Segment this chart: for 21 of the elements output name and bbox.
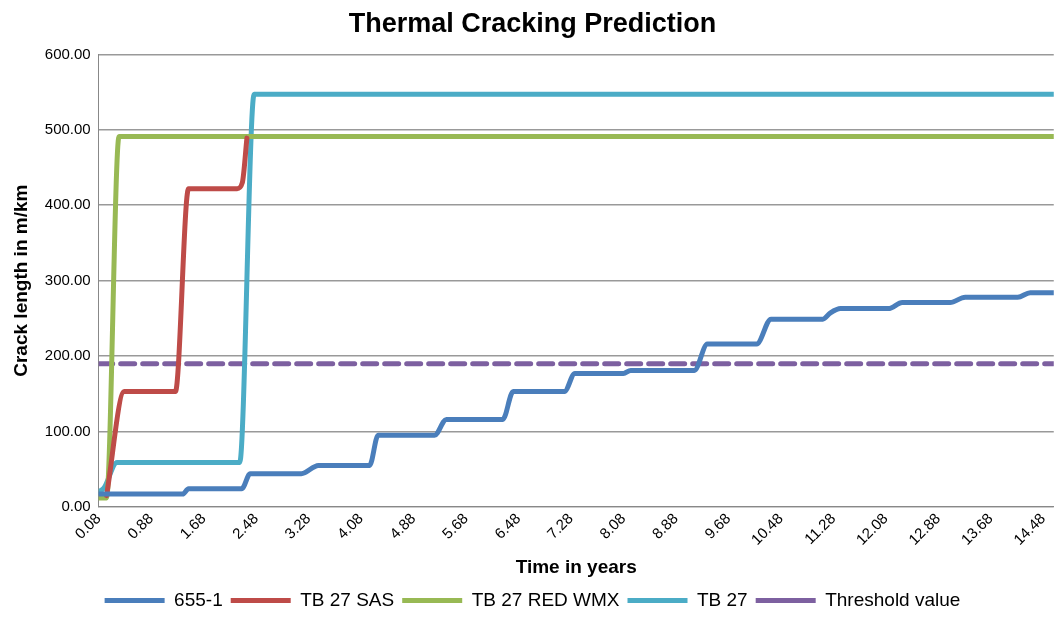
- legend-label: TB 27 RED WMX: [471, 588, 620, 610]
- y-tick-label: 300.00: [44, 270, 91, 288]
- x-tick-label: 6.48: [490, 509, 524, 542]
- y-tick-label: 0.00: [61, 497, 91, 515]
- y-axis-title: Crack length in m/km: [9, 184, 31, 377]
- x-tick-label: 7.28: [543, 509, 577, 542]
- y-tick-label: 400.00: [44, 195, 91, 213]
- legend-label: TB 27 SAS: [300, 588, 395, 610]
- y-tick-label: 200.00: [44, 346, 91, 364]
- legend-label: TB 27: [697, 588, 748, 610]
- chart-title: Thermal Cracking Prediction: [348, 7, 717, 38]
- y-tick-label: 100.00: [44, 421, 91, 439]
- x-tick-label: 4.88: [385, 509, 419, 542]
- x-axis-title: Time in years: [515, 555, 637, 577]
- legend-label: Threshold value: [825, 588, 961, 610]
- x-tick-label: 0.88: [123, 509, 157, 542]
- x-tick-label: 9.68: [700, 509, 734, 542]
- x-tick-label: 4.08: [333, 509, 367, 542]
- y-tick-label: 500.00: [44, 119, 91, 137]
- y-tick-label: 600.00: [44, 44, 91, 62]
- legend-label: 655-1: [174, 588, 223, 610]
